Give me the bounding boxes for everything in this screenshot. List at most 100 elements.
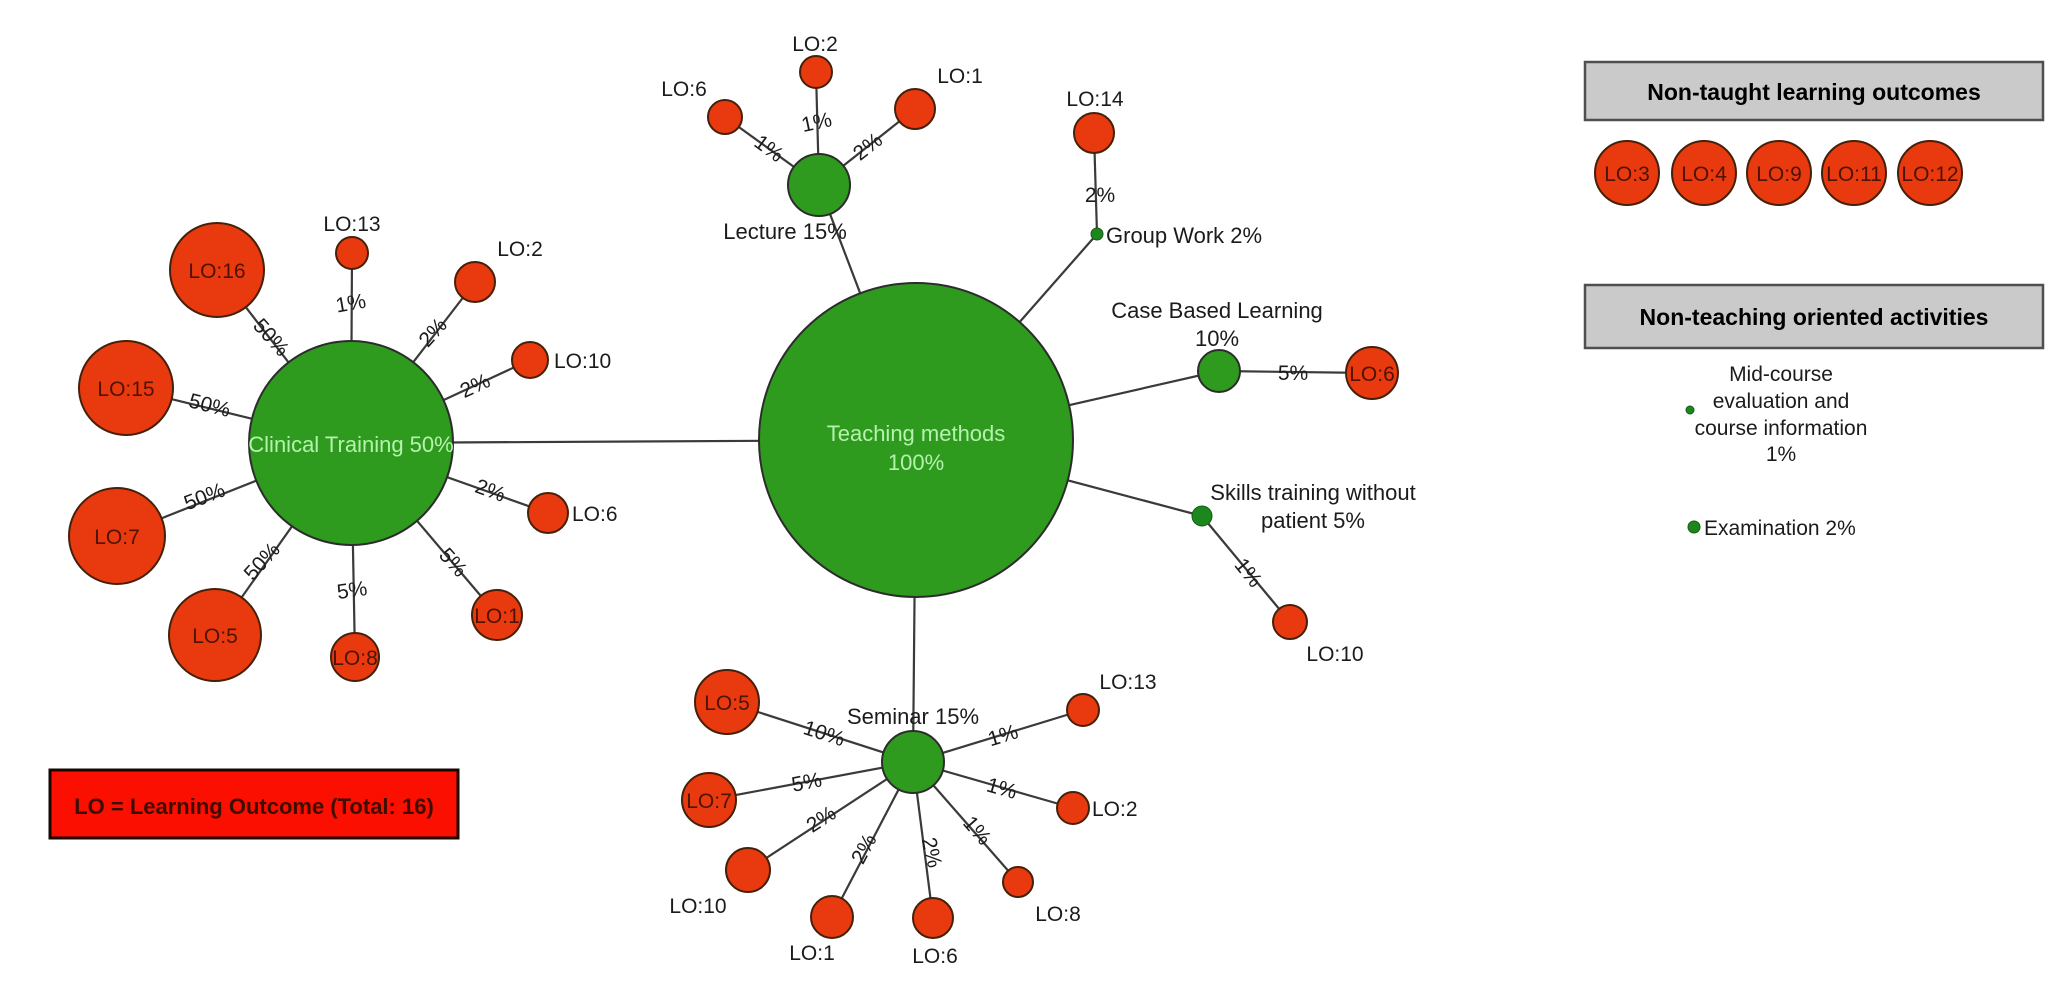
legend-label: LO = Learning Outcome (Total: 16) bbox=[74, 794, 434, 819]
non-taught-lo4 bbox=[1671, 140, 1737, 206]
node-clinical-lo13 bbox=[335, 236, 369, 270]
node-teaching-methods bbox=[758, 282, 1074, 598]
examination-dot bbox=[1687, 520, 1701, 534]
clinical-lo8-label: LO:8 bbox=[332, 647, 378, 670]
clinical-lo13-label: LO:13 bbox=[323, 213, 380, 236]
mid-course-dot bbox=[1685, 405, 1695, 415]
clinical-lo7-label: LO:7 bbox=[94, 526, 140, 549]
node-clinical-lo10 bbox=[511, 341, 549, 379]
non-taught-title: Non-taught learning outcomes bbox=[1647, 79, 1981, 105]
mid-course-line2: evaluation and bbox=[1713, 390, 1850, 413]
node-seminar-lo2 bbox=[1056, 791, 1090, 825]
seminar-lo1-label: LO:1 bbox=[789, 942, 835, 965]
node-lecture-lo6 bbox=[707, 99, 743, 135]
non-taught-lo11 bbox=[1821, 140, 1887, 206]
seminar-lo7-pct: 5% bbox=[790, 768, 824, 796]
non-taught-lo3-label: LO:3 bbox=[1604, 163, 1650, 186]
clinical-lo1-pct: 5% bbox=[434, 544, 471, 582]
non-taught-lo3 bbox=[1594, 140, 1660, 206]
non-taught-lo4-label: LO:4 bbox=[1681, 163, 1727, 186]
node-lecture bbox=[787, 153, 851, 217]
node-clinical-lo5 bbox=[168, 588, 262, 682]
clinical-lo6-pct: 2% bbox=[472, 475, 508, 507]
node-group-work-dot bbox=[1090, 227, 1104, 241]
seminar-lo1-pct: 2% bbox=[847, 830, 882, 868]
seminar-lo2-pct: 1% bbox=[984, 774, 1020, 804]
lecture-lo6-label: LO:6 bbox=[661, 78, 707, 101]
node-skills-training-dot bbox=[1191, 505, 1213, 527]
clinical-lo5-label: LO:5 bbox=[192, 625, 238, 648]
non-taught-lo12 bbox=[1897, 140, 1963, 206]
edge-line bbox=[708, 760, 914, 802]
mid-course-line1: Mid-course bbox=[1729, 363, 1833, 386]
node-seminar bbox=[881, 730, 945, 794]
lecture-lo1-label: LO:1 bbox=[937, 65, 983, 88]
lecture-lo1-pct: 2% bbox=[849, 128, 887, 165]
skills-lo10-label: LO:10 bbox=[1306, 643, 1363, 666]
mid-course-line4: 1% bbox=[1766, 443, 1796, 466]
non-teaching-header-box bbox=[1583, 283, 2045, 350]
group-work-label: Group Work 2% bbox=[1106, 223, 1262, 248]
skills-training-label-line2: patient 5% bbox=[1261, 508, 1365, 533]
node-seminar-lo10 bbox=[725, 847, 771, 893]
edge-line bbox=[747, 761, 914, 871]
clinical-lo13-pct: 1% bbox=[334, 290, 368, 318]
node-seminar-lo5 bbox=[694, 669, 760, 735]
non-teaching-title: Non-teaching oriented activities bbox=[1640, 304, 1989, 330]
seminar-lo10-pct: 2% bbox=[802, 802, 840, 838]
seminar-lo5-pct: 10% bbox=[800, 716, 847, 751]
non-taught-lo9 bbox=[1746, 140, 1812, 206]
clinical-lo6-label: LO:6 bbox=[572, 503, 618, 526]
clinical-lo2-label: LO:2 bbox=[497, 238, 543, 261]
node-clinical-training bbox=[248, 340, 454, 546]
node-clinical-lo1 bbox=[471, 589, 523, 641]
seminar-lo2-label: LO:2 bbox=[1092, 798, 1138, 821]
mid-course-line3: course information bbox=[1695, 417, 1868, 440]
lecture-lo6-pct: 1% bbox=[750, 131, 788, 167]
non-taught-lo12-label: LO:12 bbox=[1901, 163, 1958, 186]
clinical-lo8-pct: 5% bbox=[335, 577, 368, 604]
node-clinical-lo7 bbox=[68, 487, 166, 585]
seminar-lo13-label: LO:13 bbox=[1099, 671, 1156, 694]
non-taught-header-box bbox=[1583, 60, 2045, 122]
clinical-lo7-pct: 50% bbox=[181, 479, 228, 516]
clinical-lo16-pct: 50% bbox=[248, 314, 293, 361]
case-based-learning-label: Case Based Learning bbox=[1111, 298, 1323, 323]
seminar-lo10-label: LO:10 bbox=[669, 895, 726, 918]
lecture-label: Lecture 15% bbox=[723, 219, 847, 244]
clinical-lo15-pct: 50% bbox=[186, 389, 232, 421]
case-based-learning-pct: 10% bbox=[1195, 326, 1239, 351]
seminar-label: Seminar 15% bbox=[847, 704, 979, 729]
lecture-lo2-label: LO:2 bbox=[792, 33, 838, 56]
node-seminar-lo6 bbox=[912, 897, 954, 939]
node-case-based-learning bbox=[1197, 349, 1241, 393]
clinical-training-label: Clinical Training 50% bbox=[248, 432, 453, 457]
seminar-lo6-label: LO:6 bbox=[912, 945, 958, 968]
groupwork-lo14-pct: 2% bbox=[1085, 184, 1115, 207]
node-clinical-lo8 bbox=[330, 632, 380, 682]
examination-label: Examination 2% bbox=[1704, 517, 1856, 540]
node-cbl-lo6 bbox=[1345, 346, 1399, 400]
node-clinical-lo15 bbox=[78, 340, 174, 436]
non-taught-lo9-label: LO:9 bbox=[1756, 163, 1802, 186]
cbl-lo6-pct: 5% bbox=[1278, 362, 1308, 385]
clinical-lo15-label: LO:15 bbox=[97, 378, 154, 401]
legend-box bbox=[48, 768, 460, 840]
node-lecture-lo2 bbox=[799, 55, 833, 89]
node-groupwork-lo14 bbox=[1073, 112, 1115, 154]
teaching-methods-label: Teaching methods bbox=[827, 421, 1006, 446]
groupwork-lo14-label: LO:14 bbox=[1066, 88, 1124, 111]
seminar-lo8-label: LO:8 bbox=[1035, 903, 1081, 926]
node-lecture-lo1 bbox=[894, 88, 936, 130]
lecture-lo2-pct: 1% bbox=[799, 108, 833, 137]
clinical-lo16-label: LO:16 bbox=[188, 260, 245, 283]
skills-training-label-line1: Skills training without bbox=[1210, 480, 1415, 505]
node-clinical-lo16 bbox=[169, 222, 265, 318]
node-seminar-lo7 bbox=[681, 772, 737, 828]
clinical-lo10-pct: 2% bbox=[457, 369, 494, 403]
node-skills-lo10 bbox=[1272, 604, 1308, 640]
node-clinical-lo2 bbox=[454, 261, 496, 303]
teaching-methods-pct: 100% bbox=[888, 450, 944, 475]
clinical-lo1-label: LO:1 bbox=[474, 605, 520, 628]
